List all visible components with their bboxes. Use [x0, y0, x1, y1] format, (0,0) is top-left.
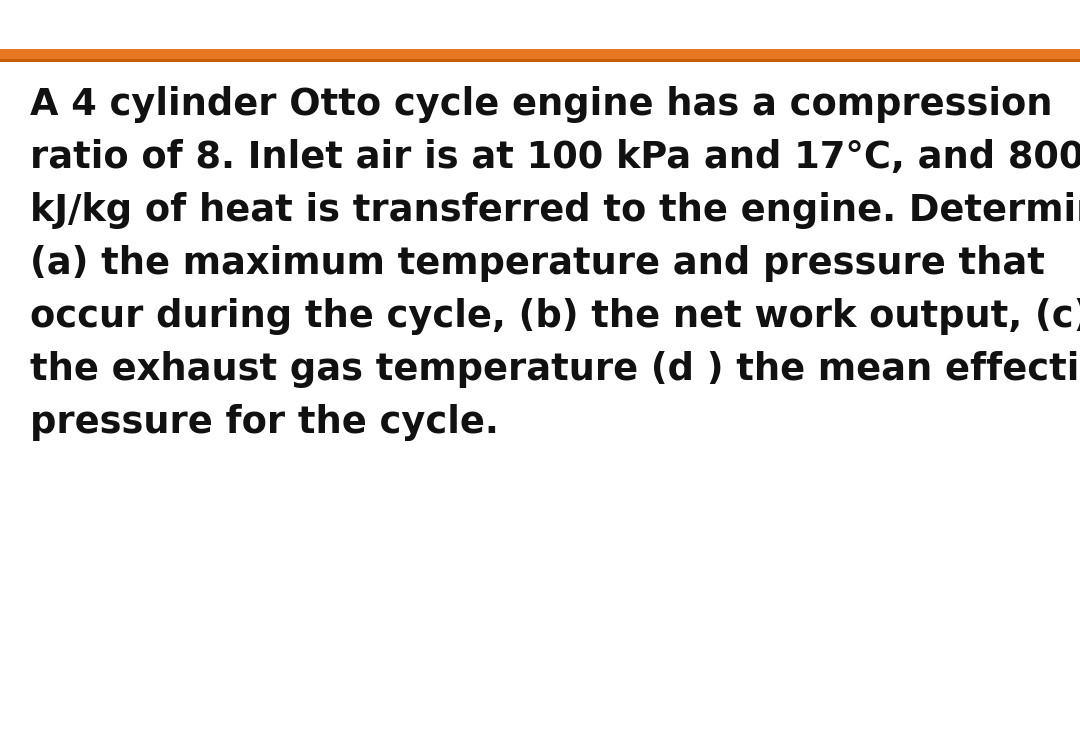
- Text: A 4 cylinder Otto cycle engine has a compression
ratio of 8. Inlet air is at 100: A 4 cylinder Otto cycle engine has a com…: [30, 86, 1080, 441]
